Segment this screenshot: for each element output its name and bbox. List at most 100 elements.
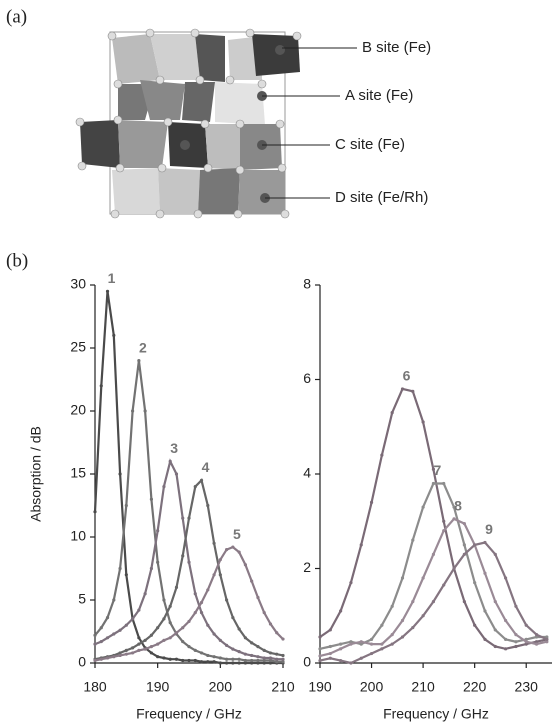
data-point xyxy=(250,641,253,644)
data-point xyxy=(231,616,234,619)
data-point xyxy=(194,649,197,652)
data-point xyxy=(238,661,241,664)
y-tick-label: 4 xyxy=(303,465,311,481)
data-point xyxy=(504,619,507,622)
data-point xyxy=(494,645,497,648)
data-point xyxy=(494,600,497,603)
data-point xyxy=(514,605,517,608)
series-label: 1 xyxy=(108,270,116,286)
crystal-structure xyxy=(76,29,357,218)
data-point xyxy=(225,548,228,551)
data-point xyxy=(360,543,363,546)
data-point xyxy=(162,485,165,488)
data-point xyxy=(422,576,425,579)
data-point xyxy=(329,652,332,655)
series-label: 8 xyxy=(454,498,462,514)
data-point xyxy=(494,553,497,556)
y-tick-label: 0 xyxy=(303,654,311,670)
data-point xyxy=(349,581,352,584)
data-point xyxy=(318,647,321,650)
y-tick-label: 5 xyxy=(78,591,86,607)
data-point xyxy=(125,649,128,652)
data-point xyxy=(339,609,342,612)
data-point xyxy=(380,647,383,650)
x-tick-label: 200 xyxy=(360,679,384,695)
data-point xyxy=(514,640,517,643)
data-point xyxy=(250,654,253,657)
data-point xyxy=(442,482,445,485)
data-point xyxy=(125,653,128,656)
data-point xyxy=(93,643,96,646)
data-point xyxy=(131,409,134,412)
series-label: 6 xyxy=(403,368,411,384)
data-point xyxy=(535,633,538,636)
data-point xyxy=(219,639,222,642)
data-point xyxy=(244,563,247,566)
data-point xyxy=(93,634,96,637)
data-point xyxy=(545,638,548,641)
data-point xyxy=(162,617,165,620)
data-point xyxy=(137,649,140,652)
data-point xyxy=(156,655,159,658)
data-point xyxy=(422,614,425,617)
data-point xyxy=(144,648,147,651)
panel-label: (a) xyxy=(6,6,27,27)
data-point xyxy=(144,409,147,412)
data-point xyxy=(483,572,486,575)
data-point xyxy=(263,656,266,659)
data-point xyxy=(275,658,278,661)
data-point xyxy=(514,633,517,636)
data-point xyxy=(175,472,178,475)
data-point xyxy=(118,654,121,657)
data-point xyxy=(169,605,172,608)
data-point xyxy=(194,485,197,488)
y-tick-label: 2 xyxy=(303,559,311,575)
data-point xyxy=(463,522,466,525)
data-point xyxy=(281,658,284,661)
data-point xyxy=(380,624,383,627)
data-point xyxy=(200,660,203,663)
site-label: D site (Fe/Rh) xyxy=(335,189,428,206)
x-tick-label: 220 xyxy=(463,679,487,695)
data-point xyxy=(256,596,259,599)
data-point xyxy=(181,554,184,557)
data-point xyxy=(200,611,203,614)
series-line xyxy=(95,291,283,663)
data-point xyxy=(442,520,445,523)
data-point xyxy=(156,561,159,564)
x-tick-label: 210 xyxy=(271,679,295,695)
data-point xyxy=(212,573,215,576)
panel-label: (b) xyxy=(6,250,28,271)
data-point xyxy=(318,659,321,662)
data-point xyxy=(162,656,165,659)
data-point xyxy=(281,654,284,657)
y-tick-label: 8 xyxy=(303,276,311,292)
data-point xyxy=(162,598,165,601)
series-label: 9 xyxy=(485,521,493,537)
data-point xyxy=(175,586,178,589)
data-point xyxy=(125,504,128,507)
site-label: B site (Fe) xyxy=(362,39,431,56)
data-point xyxy=(391,411,394,414)
data-point xyxy=(150,651,153,654)
data-point xyxy=(473,581,476,584)
data-point xyxy=(187,645,190,648)
data-point xyxy=(162,639,165,642)
data-point xyxy=(100,658,103,661)
data-point xyxy=(360,657,363,660)
data-point xyxy=(131,617,134,620)
data-point xyxy=(169,460,172,463)
data-point xyxy=(360,640,363,643)
data-point xyxy=(401,635,404,638)
data-point xyxy=(514,645,517,648)
data-point xyxy=(106,636,109,639)
data-point xyxy=(250,659,253,662)
data-point xyxy=(269,622,272,625)
data-point xyxy=(181,517,184,520)
data-point xyxy=(391,643,394,646)
data-point xyxy=(137,608,140,611)
y-tick-label: 30 xyxy=(70,276,86,292)
data-point xyxy=(244,659,247,662)
data-point xyxy=(150,634,153,637)
data-point xyxy=(349,643,352,646)
